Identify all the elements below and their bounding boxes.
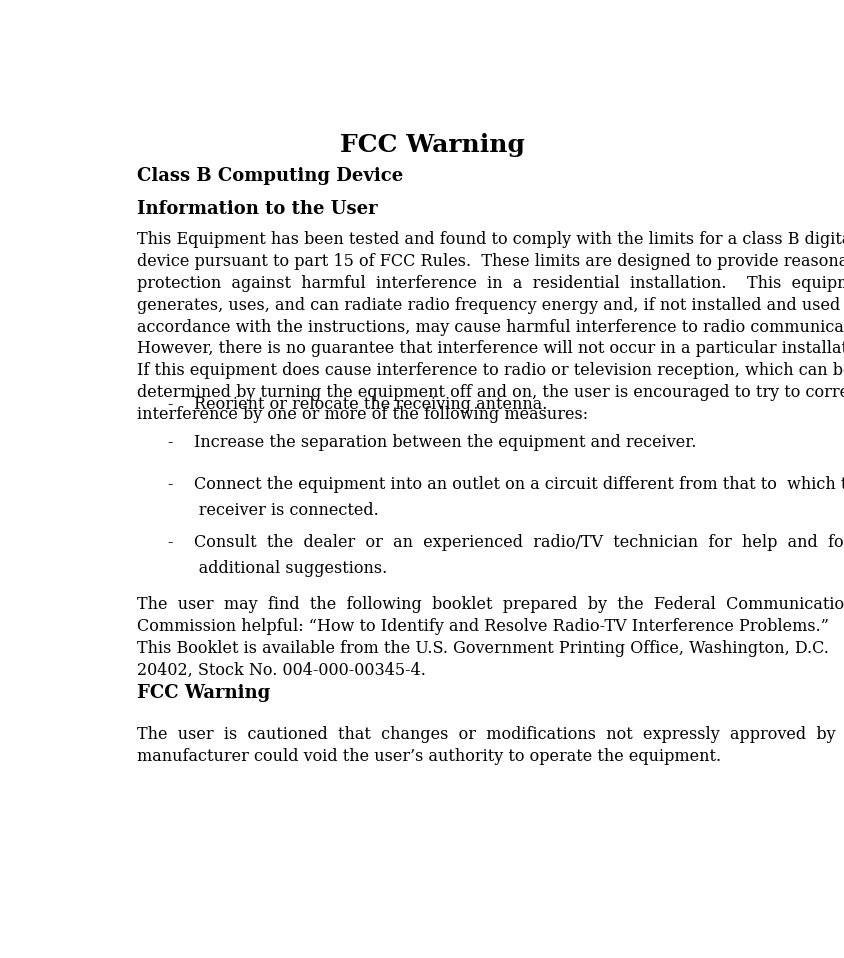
Text: -    Increase the separation between the equipment and receiver.: - Increase the separation between the eq…: [168, 434, 696, 451]
Text: The  user  is  cautioned  that  changes  or  modifications  not  expressly  appr: The user is cautioned that changes or mo…: [137, 726, 844, 764]
Text: additional suggestions.: additional suggestions.: [168, 559, 387, 577]
Text: FCC Warning: FCC Warning: [340, 133, 525, 157]
Text: receiver is connected.: receiver is connected.: [168, 502, 378, 519]
Text: This Equipment has been tested and found to comply with the limits for a class B: This Equipment has been tested and found…: [137, 231, 844, 423]
Text: The  user  may  find  the  following  booklet  prepared  by  the  Federal  Commu: The user may find the following booklet …: [137, 596, 844, 678]
Text: -    Connect the equipment into an outlet on a circuit different from that to  w: - Connect the equipment into an outlet o…: [168, 476, 844, 493]
Text: -    Reorient or relocate the receiving antenna.: - Reorient or relocate the receiving ant…: [168, 396, 547, 413]
Text: Information to the User: Information to the User: [137, 200, 377, 217]
Text: Class B Computing Device: Class B Computing Device: [137, 167, 403, 185]
Text: FCC Warning: FCC Warning: [137, 684, 270, 702]
Text: -    Consult  the  dealer  or  an  experienced  radio/TV  technician  for  help : - Consult the dealer or an experienced r…: [168, 534, 844, 551]
